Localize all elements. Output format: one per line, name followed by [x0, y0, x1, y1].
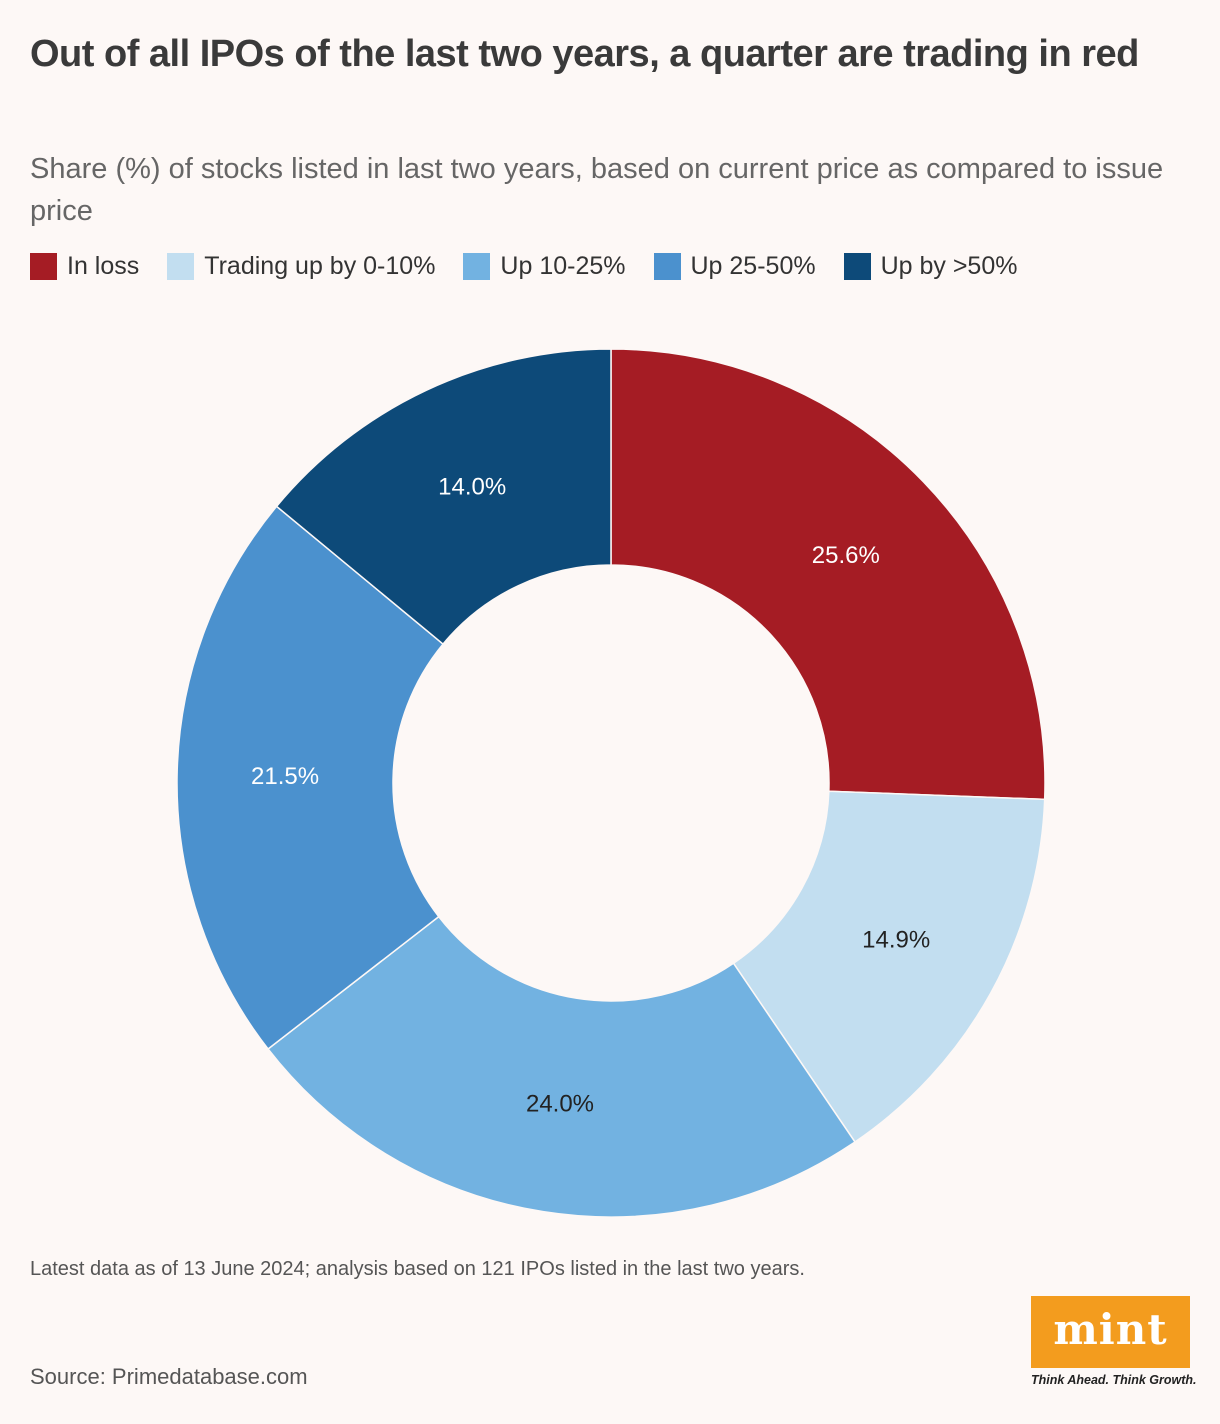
- donut-slice-4: [275, 348, 612, 646]
- legend-item-up-0-10: Trading up by 0-10%: [167, 252, 435, 281]
- legend-swatch: [30, 253, 57, 280]
- mint-logo: mint: [1031, 1296, 1190, 1368]
- chart-title: Out of all IPOs of the last two years, a…: [30, 33, 1139, 75]
- slice-label-2: 24.0%: [526, 1090, 594, 1117]
- source-note: Source: Primedatabase.com: [30, 1364, 308, 1389]
- legend-swatch: [463, 253, 491, 280]
- legend-swatch: [843, 253, 871, 280]
- slice-label-1: 14.9%: [862, 926, 930, 953]
- legend-swatch: [653, 253, 681, 280]
- slice-label-3: 21.5%: [251, 763, 319, 790]
- logo-tagline: Think Ahead. Think Growth.: [1031, 1373, 1197, 1387]
- logo-text: mint: [1053, 1304, 1168, 1354]
- donut-slice-3: [176, 505, 445, 1051]
- legend-swatch: [167, 253, 195, 280]
- legend-label: Up by >50%: [880, 252, 1018, 280]
- donut-slice-1: [732, 790, 1046, 1143]
- legend-label: Up 10-25%: [500, 252, 626, 280]
- legend-item-up-over-50: Up by >50%: [843, 252, 1018, 281]
- footnote: Latest data as of 13 June 2024; analysis…: [30, 1258, 805, 1280]
- legend-label: Trading up by 0-10%: [204, 252, 436, 280]
- legend-item-up-25-50: Up 25-50%: [653, 252, 816, 281]
- legend-label: In loss: [67, 252, 140, 280]
- legend-item-in-loss: In loss: [30, 252, 139, 281]
- legend: In loss Trading up by 0-10% Up 10-25% Up…: [30, 252, 1045, 281]
- chart-subtitle: Share (%) of stocks listed in last two y…: [30, 153, 1164, 227]
- donut-slice-0: [610, 348, 1046, 801]
- legend-item-up-10-25: Up 10-25%: [463, 252, 626, 281]
- donut-slice-2: [267, 915, 856, 1218]
- legend-label: Up 25-50%: [690, 252, 816, 280]
- slice-label-4: 14.0%: [438, 473, 506, 500]
- slice-label-0: 25.6%: [812, 542, 880, 569]
